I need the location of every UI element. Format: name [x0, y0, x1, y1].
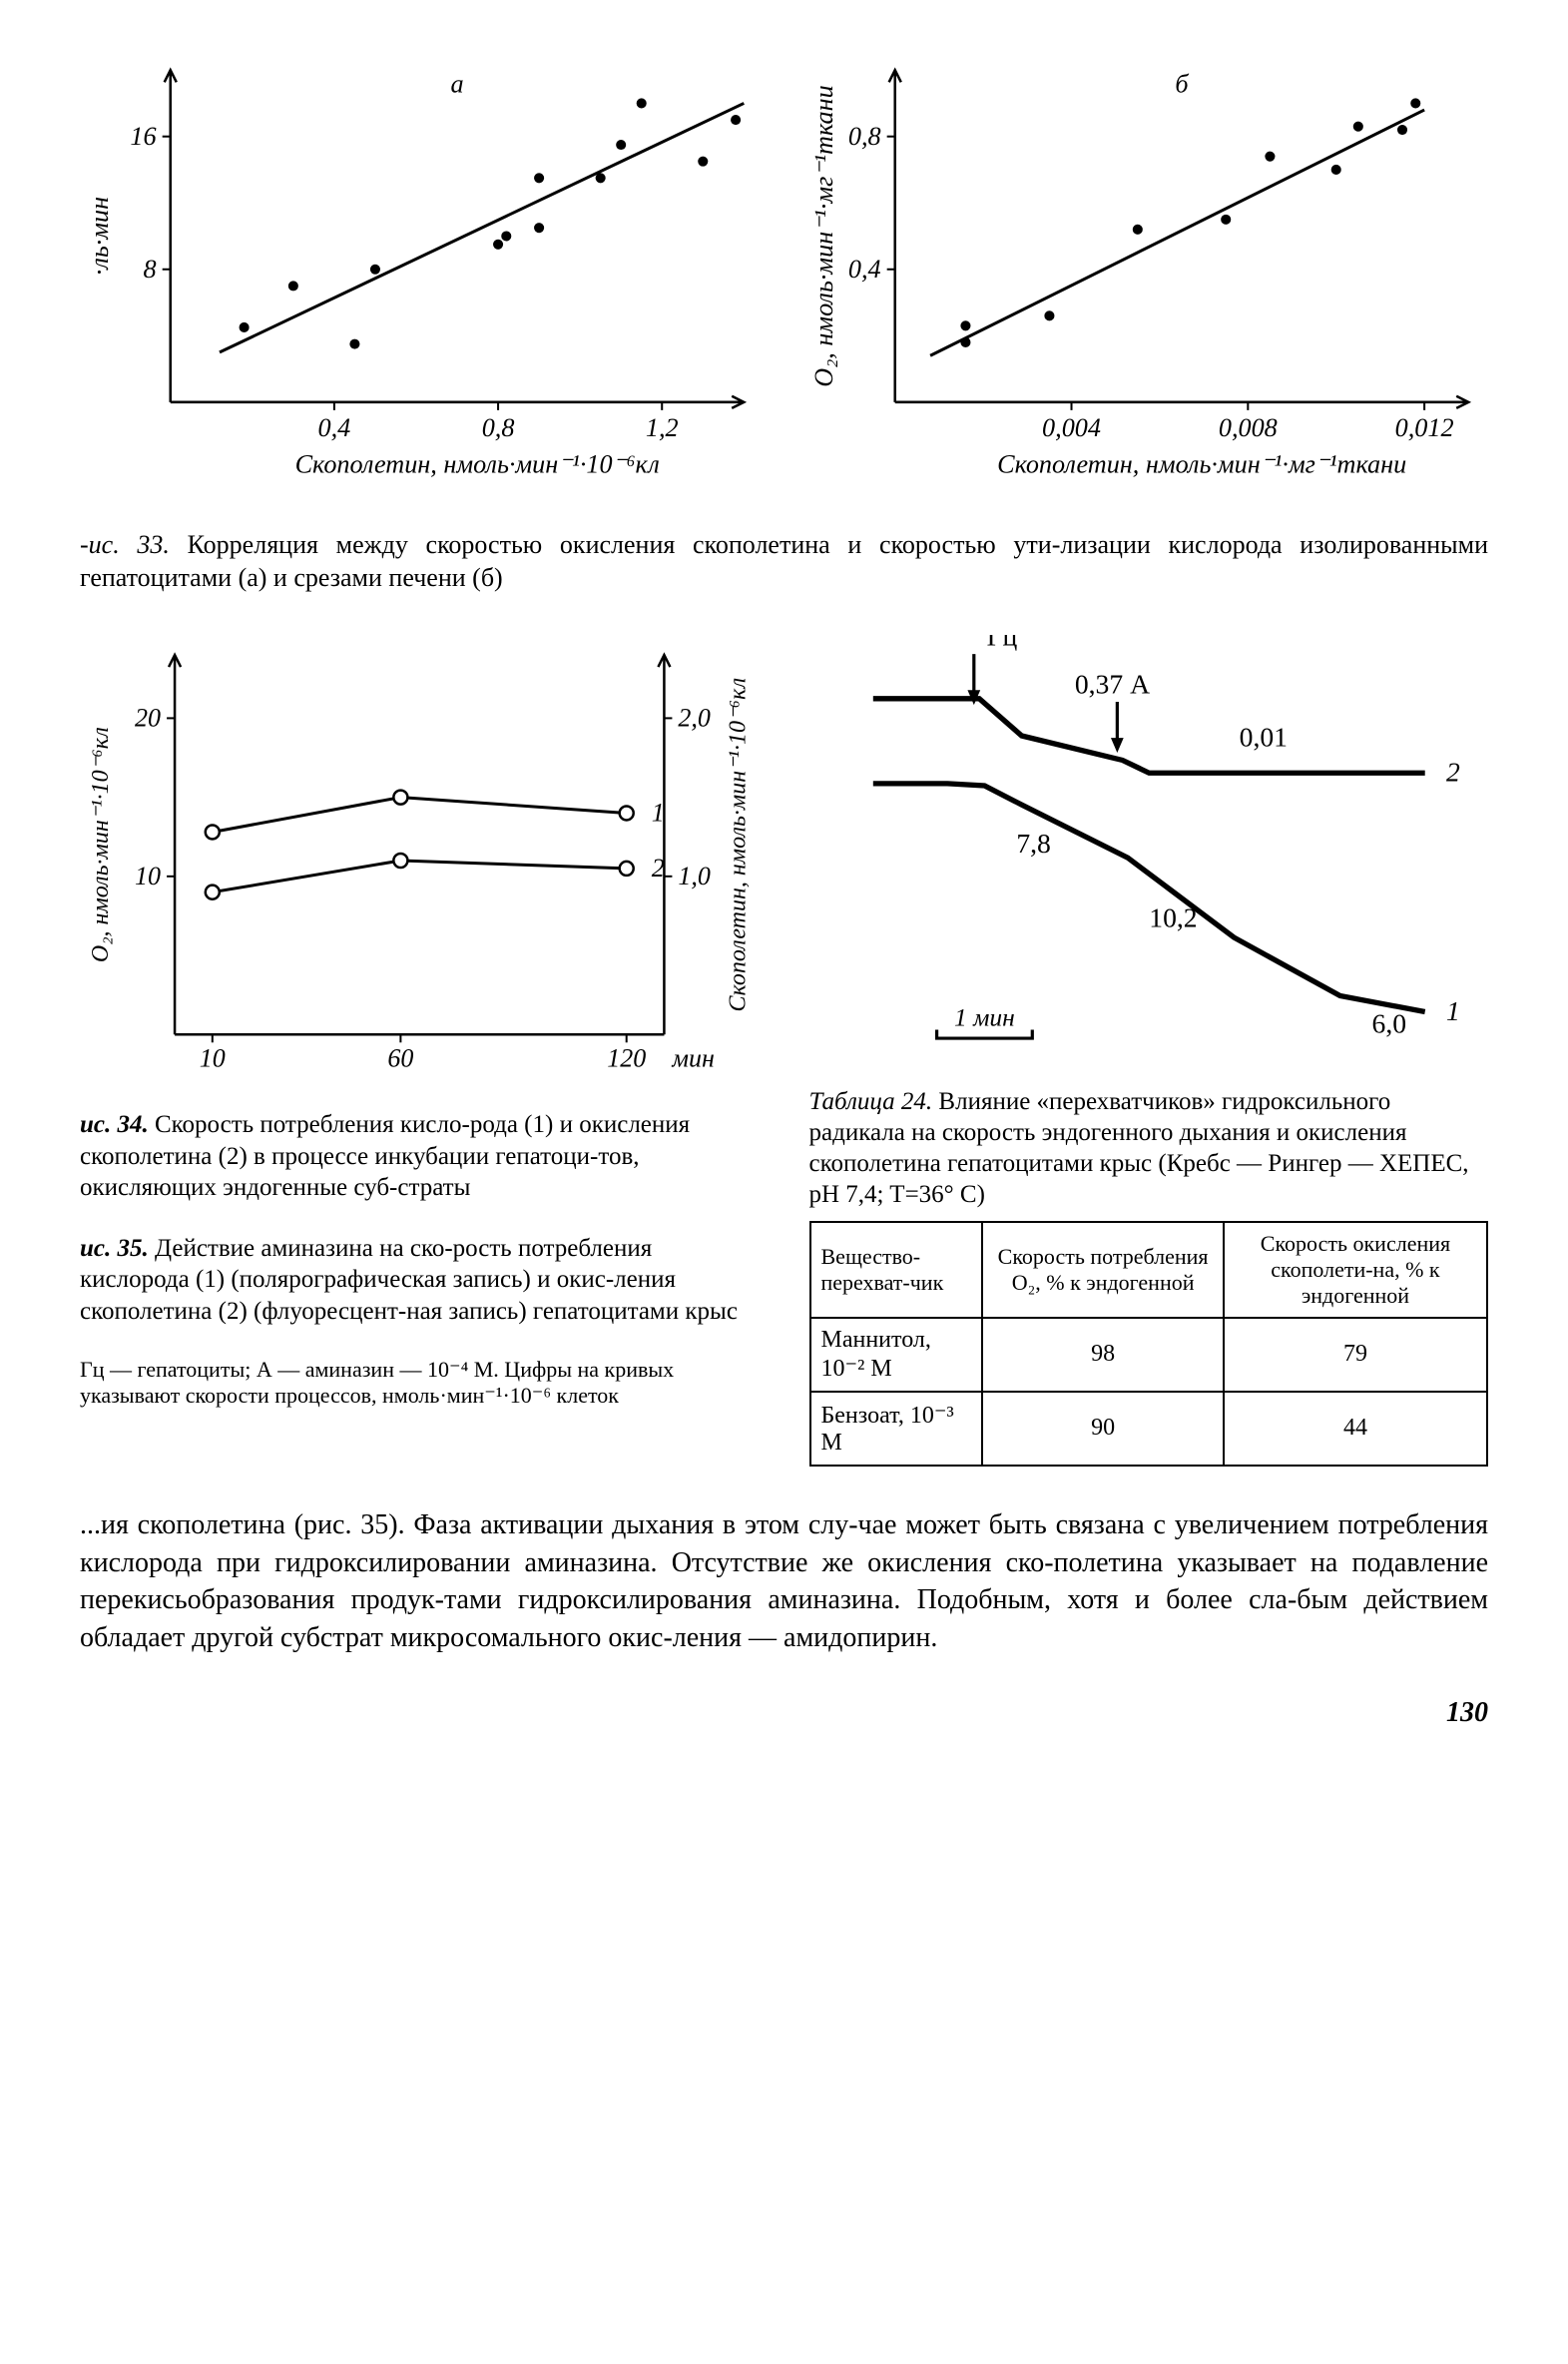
middle-right-column: 2 0,37 0,01 1 7,8 10,2 6,0 Гц А 1 мин Таблица 24.… [809, 635, 1489, 1467]
svg-text:16: 16 [130, 122, 156, 151]
table-cell: 79 [1224, 1318, 1487, 1392]
table-cell: Бензоат, 10⁻³ М [810, 1392, 983, 1466]
table24-caption: Таблица 24. Влияние «перехватчиков» гидр… [809, 1086, 1489, 1211]
svg-text:2: 2 [1445, 757, 1459, 788]
table24: Вещество-перехват-чикСкорость потреблени… [809, 1221, 1489, 1467]
svg-text:А: А [1130, 669, 1150, 700]
fig34-caption-text: Скорость потребления кисло-рода (1) и ок… [80, 1111, 690, 1201]
svg-text:0,8: 0,8 [847, 122, 880, 151]
fig35-number: ис. 35. [80, 1235, 149, 1262]
svg-text:20: 20 [135, 704, 161, 733]
svg-text:Скополетин, нмоль·мин⁻¹·мг⁻¹тк: Скополетин, нмоль·мин⁻¹·мг⁻¹ткани [997, 449, 1406, 478]
svg-text:10: 10 [200, 1043, 226, 1072]
table-cell: 90 [982, 1392, 1224, 1466]
svg-text:Скополетин, нмоль·мин⁻¹·10⁻⁶кл: Скополетин, нмоль·мин⁻¹·10⁻⁶кл [295, 449, 660, 478]
table-row: Маннитол, 10⁻² М9879 [810, 1318, 1488, 1392]
svg-text:0,4: 0,4 [847, 255, 880, 284]
fig33-panel-a: 0,4 0,8 1,2 8 16 а Скополетин, нмоль·мин⁻¹·10⁻… [80, 50, 765, 498]
fig35-caption: ис. 35. Действие аминазина на ско-рость … [80, 1233, 760, 1327]
svg-text:6,0: 6,0 [1371, 1008, 1406, 1039]
svg-text:мин: мин [671, 1043, 715, 1072]
svg-text:1: 1 [1445, 995, 1459, 1026]
svg-text:0,004: 0,004 [1042, 413, 1101, 442]
middle-left-column: 10 60 120 мин 10 20 1,0 2,0 О₂, нмоль·мин⁻¹·10⁻… [80, 635, 760, 1410]
svg-text:Гц: Гц [986, 635, 1017, 652]
fig33-caption-text: Корреляция между скоростью окисления ско… [80, 530, 1488, 593]
svg-text:0,37: 0,37 [1074, 669, 1123, 700]
fig33-panel-b: 0,004 0,008 0,012 0,4 0,8 б Скополетин, нмоль·… [804, 50, 1489, 498]
fig33-number: -ис. 33. [80, 530, 170, 559]
svg-text:О₂, нмоль·мин⁻¹·мг⁻¹ткани: О₂, нмоль·мин⁻¹·мг⁻¹ткани [809, 85, 838, 386]
svg-text:0,012: 0,012 [1394, 413, 1453, 442]
svg-text:10,2: 10,2 [1149, 902, 1197, 933]
page-number: 130 [80, 1697, 1488, 1729]
svg-text:1 мин: 1 мин [954, 1002, 1015, 1031]
middle-row: 10 60 120 мин 10 20 1,0 2,0 О₂, нмоль·мин⁻¹·10⁻… [80, 635, 1488, 1467]
table-header: Вещество-перехват-чик [810, 1222, 983, 1318]
fig34-caption: ис. 34. Скорость потребления кисло-рода … [80, 1109, 760, 1203]
svg-text:0,8: 0,8 [482, 413, 515, 442]
svg-text:1,0: 1,0 [678, 862, 711, 890]
svg-text:0,01: 0,01 [1239, 722, 1287, 753]
table-header: Скорость окисления скополети-на, % к энд… [1224, 1222, 1487, 1318]
svg-text:2: 2 [652, 854, 665, 883]
table-cell: Маннитол, 10⁻² М [810, 1318, 983, 1392]
fig35-caption-text: Действие аминазина на ско-рость потребле… [80, 1235, 738, 1325]
svg-text:1,2: 1,2 [646, 413, 679, 442]
svg-text:·ль·мин: ·ль·мин [85, 197, 114, 276]
svg-text:О₂, нмоль·мин⁻¹·10⁻⁶кл: О₂, нмоль·мин⁻¹·10⁻⁶кл [88, 727, 114, 962]
svg-text:8: 8 [144, 255, 157, 284]
svg-text:1: 1 [652, 799, 665, 828]
svg-text:б: б [1175, 69, 1189, 98]
table-cell: 44 [1224, 1392, 1487, 1466]
body-paragraph: ...ия скополетина (рис. 35). Фаза актива… [80, 1506, 1488, 1657]
scatter-chart-b: 0,004 0,008 0,012 0,4 0,8 б Скополетин, нмоль·… [804, 50, 1488, 493]
svg-text:60: 60 [387, 1043, 413, 1072]
scatter-chart-a: 0,4 0,8 1,2 8 16 а Скополетин, нмоль·мин⁻¹·10⁻… [80, 50, 764, 493]
line-chart-fig34: 10 60 120 мин 10 20 1,0 2,0 О₂, нмоль·мин⁻¹·10⁻… [80, 635, 759, 1094]
svg-text:7,8: 7,8 [1016, 828, 1051, 859]
svg-text:120: 120 [607, 1043, 646, 1072]
svg-text:2,0: 2,0 [678, 704, 711, 733]
fig33-caption: -ис. 33. Корреляция между скоростью окис… [80, 528, 1488, 596]
svg-text:Скополетин, нмоль·мин⁻¹·10⁻⁶кл: Скополетин, нмоль·мин⁻¹·10⁻⁶кл [725, 678, 751, 1012]
table-header: Скорость потребления О₂, % к эндогенной [982, 1222, 1224, 1318]
table24-number: Таблица 24. [809, 1088, 933, 1115]
table-cell: 98 [982, 1318, 1224, 1392]
table-row: Бензоат, 10⁻³ М9044 [810, 1392, 1488, 1466]
svg-text:0,4: 0,4 [318, 413, 351, 442]
svg-text:10: 10 [135, 862, 161, 890]
svg-text:а: а [450, 69, 463, 98]
fig35-footnote: Гц — гепатоциты; А — аминазин — 10⁻⁴ М. … [80, 1357, 760, 1410]
fig33-row: 0,4 0,8 1,2 8 16 а Скополетин, нмоль·мин⁻¹·10⁻… [80, 50, 1488, 498]
svg-text:0,008: 0,008 [1218, 413, 1277, 442]
trace-chart-fig35: 2 0,37 0,01 1 7,8 10,2 6,0 Гц А 1 мин [809, 635, 1489, 1081]
fig34-number: ис. 34. [80, 1111, 149, 1138]
